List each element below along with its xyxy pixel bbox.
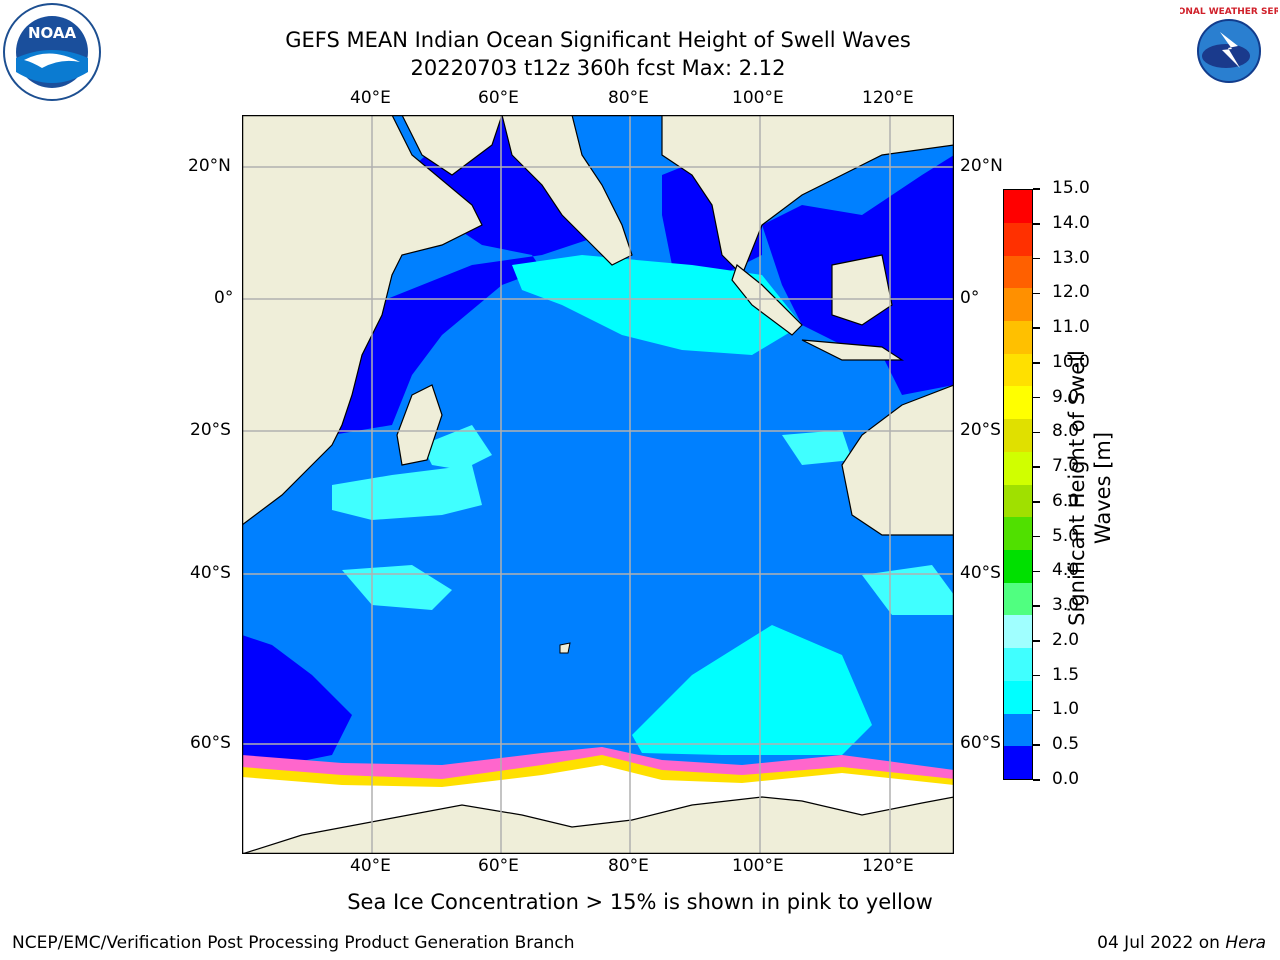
colorbar-tick-label: 1.0 (1052, 699, 1080, 720)
colorbar-tick-label: 0.5 (1052, 734, 1080, 755)
lon-label-top-40e: 40°E (350, 88, 391, 108)
colorbar-label: Significant Height of Swell Waves [m] (1065, 350, 1115, 626)
chart-subtitle: 20220703 t12z 360h fcst Max: 2.12 (410, 56, 786, 80)
colorbar-tick-label: 12.0 (1052, 282, 1090, 303)
footer-date: 04 Jul 2022 on Hera (1097, 933, 1266, 953)
colorbar-tick-label: 11.0 (1052, 317, 1090, 338)
lat-label-left-0: 0° (214, 288, 234, 308)
colorbar-tick-label: 6.0 (1052, 490, 1080, 511)
colorbar-tick-label: 2.0 (1052, 629, 1080, 650)
lat-label-left-20n: 20°N (188, 156, 231, 176)
colorbar-segment (1004, 615, 1032, 649)
colorbar-segment (1004, 451, 1032, 485)
colorbar-segment (1004, 549, 1032, 583)
lon-label-bottom-60e: 60°E (478, 856, 519, 876)
colorbar-tick-label: 14.0 (1052, 212, 1090, 233)
colorbar-tick-mark (1033, 570, 1040, 573)
colorbar-segment (1004, 517, 1032, 550)
footer-credit: NCEP/EMC/Verification Post Processing Pr… (12, 933, 575, 953)
noaa-logo-text: NOAA (28, 24, 77, 42)
colorbar-segment (1004, 190, 1032, 223)
colorbar-segment (1004, 288, 1032, 321)
colorbar-segment (1004, 419, 1032, 452)
lat-label-right-60s: 60°S (960, 733, 1001, 753)
lat-label-right-40s: 40°S (960, 563, 1001, 583)
lon-label-top-100e: 100°E (732, 88, 784, 108)
colorbar-tick-mark (1033, 431, 1040, 434)
colorbar (1003, 189, 1033, 780)
lat-label-left-20s: 20°S (190, 420, 231, 440)
nws-logo: NATIONAL WEATHER SERVICE (1154, 2, 1280, 100)
lon-label-bottom-100e: 100°E (732, 856, 784, 876)
lon-label-bottom-120e: 120°E (862, 856, 914, 876)
colorbar-tick-label: 0.0 (1052, 769, 1080, 789)
colorbar-segment (1004, 222, 1032, 256)
colorbar-tick-mark (1033, 362, 1040, 364)
colorbar-tick-mark (1033, 257, 1040, 260)
colorbar-tick-mark (1033, 709, 1040, 712)
colorbar-tick-label: 8.0 (1052, 421, 1080, 442)
colorbar-segment (1004, 746, 1032, 779)
lat-label-left-40s: 40°S (190, 563, 231, 583)
colorbar-tick-mark (1033, 466, 1040, 468)
colorbar-tick-mark (1033, 640, 1040, 642)
swell-height-map (241, 114, 955, 855)
lon-label-top-60e: 60°E (478, 88, 519, 108)
nws-logo-text: NATIONAL WEATHER SERVICE (1180, 7, 1278, 17)
lat-label-right-20s: 20°S (960, 420, 1001, 440)
colorbar-segment (1004, 386, 1032, 420)
colorbar-segment (1004, 255, 1032, 289)
footer-host: Hera (1225, 933, 1266, 953)
colorbar-tick-label: 4.0 (1052, 560, 1080, 581)
colorbar-tick-mark (1033, 535, 1040, 538)
colorbar-tick-mark (1033, 292, 1040, 295)
colorbar-tick-label: 3.0 (1052, 595, 1080, 616)
lon-label-bottom-40e: 40°E (350, 856, 391, 876)
colorbar-tick-mark (1033, 327, 1040, 329)
colorbar-segment (1004, 353, 1032, 387)
colorbar-tick-mark (1033, 605, 1040, 607)
noaa-logo: NOAA (2, 2, 102, 102)
colorbar-segment (1004, 713, 1032, 747)
colorbar-tick-label: 15.0 (1052, 178, 1090, 198)
chart-title: GEFS MEAN Indian Ocean Significant Heigh… (285, 28, 911, 52)
colorbar-segment (1004, 648, 1032, 681)
colorbar-tick-mark (1033, 674, 1040, 677)
colorbar-segment (1004, 484, 1032, 518)
lat-label-right-0: 0° (960, 288, 980, 308)
colorbar-tick-mark (1033, 396, 1040, 399)
colorbar-segment (1004, 320, 1032, 354)
map-panel (241, 114, 955, 855)
colorbar-tick-mark (1033, 223, 1040, 225)
colorbar-tick-mark (1033, 779, 1040, 781)
footer-date-text: 04 Jul 2022 on (1097, 933, 1226, 953)
colorbar-tick-mark (1033, 744, 1040, 746)
lat-label-left-60s: 60°S (190, 733, 231, 753)
lon-label-top-80e: 80°E (608, 88, 649, 108)
colorbar-tick-mark (1033, 501, 1040, 503)
lon-label-bottom-80e: 80°E (608, 856, 649, 876)
colorbar-tick-label: 10.0 (1052, 351, 1090, 372)
colorbar-segment (1004, 680, 1032, 714)
colorbar-tick-label: 13.0 (1052, 247, 1090, 268)
colorbar-tick-label: 1.5 (1052, 664, 1080, 685)
colorbar-tick-mark (1033, 188, 1040, 190)
colorbar-tick-label: 5.0 (1052, 525, 1080, 546)
colorbar-tick-label: 7.0 (1052, 456, 1080, 477)
sea-ice-caption: Sea Ice Concentration > 15% is shown in … (347, 890, 933, 914)
lat-label-right-20n: 20°N (960, 156, 1003, 176)
colorbar-tick-label: 9.0 (1052, 386, 1080, 407)
lon-label-top-120e: 120°E (862, 88, 914, 108)
colorbar-segment (1004, 582, 1032, 616)
